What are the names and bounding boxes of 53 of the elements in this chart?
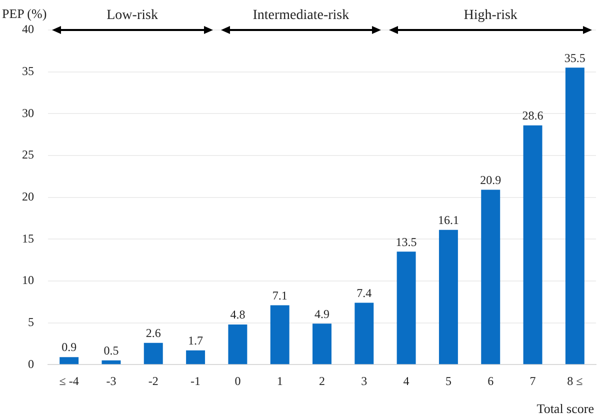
x-tick-label: 2 bbox=[319, 374, 325, 388]
y-tick-label: 40 bbox=[22, 22, 34, 36]
x-tick-label: 5 bbox=[445, 374, 452, 388]
text: High-risk bbox=[464, 8, 518, 24]
y-tick-label: 35 bbox=[22, 64, 34, 78]
bar bbox=[438, 230, 458, 364]
data-label: 0.5 bbox=[104, 344, 119, 358]
y-tick-label: 30 bbox=[22, 106, 34, 120]
data-label: 20.9 bbox=[480, 172, 502, 187]
x-axis-title: Total score bbox=[536, 401, 594, 417]
bar bbox=[228, 324, 248, 364]
y-tick-label: 25 bbox=[22, 148, 34, 162]
x-tick-label: 4 bbox=[403, 374, 410, 388]
x-tick-label: 0 bbox=[234, 374, 241, 388]
x-tick-label: 6 bbox=[488, 374, 494, 388]
data-label: 2.6 bbox=[146, 326, 161, 340]
bar bbox=[270, 305, 290, 364]
x-tick-label: -1 bbox=[190, 374, 201, 388]
data-label: 16.1 bbox=[438, 213, 459, 228]
y-tick-label: 10 bbox=[22, 273, 34, 288]
x-tick-label: 3 bbox=[361, 374, 368, 388]
bar bbox=[312, 324, 332, 364]
bar bbox=[186, 350, 206, 364]
x-tick-label: 7 bbox=[530, 374, 536, 388]
data-label: 7.1 bbox=[272, 288, 288, 302]
x-tick-label: 8 ≤ bbox=[567, 374, 584, 388]
data-label: 28.6 bbox=[522, 108, 544, 123]
data-label: 35.5 bbox=[564, 50, 586, 65]
x-tick-label: ≤ -4 bbox=[59, 374, 79, 388]
y-tick-label: 15 bbox=[22, 231, 34, 246]
text: Low-risk bbox=[106, 8, 158, 24]
bar bbox=[565, 68, 584, 364]
x-tick-label: -2 bbox=[148, 374, 158, 388]
text: Intermediate-risk bbox=[252, 8, 350, 24]
bar bbox=[102, 360, 121, 364]
data-label: 7.4 bbox=[356, 286, 372, 300]
bar bbox=[523, 125, 542, 364]
bar bbox=[481, 190, 500, 364]
y-tick-label: 0 bbox=[28, 356, 34, 371]
y-axis-title: PEP (%) bbox=[2, 6, 47, 22]
data-label: 13.5 bbox=[396, 234, 417, 249]
y-tick-label: 20 bbox=[22, 189, 34, 204]
bar bbox=[396, 252, 416, 364]
x-tick-label: -3 bbox=[106, 374, 116, 388]
bar bbox=[144, 342, 163, 364]
bar bbox=[60, 357, 79, 364]
x-tick-label: 1 bbox=[276, 374, 283, 388]
bar bbox=[354, 302, 374, 364]
y-tick-label: 5 bbox=[28, 314, 34, 329]
data-label: 1.7 bbox=[188, 334, 204, 348]
data-label: 4.9 bbox=[314, 306, 330, 321]
data-label: 0.9 bbox=[62, 340, 77, 354]
data-label: 4.8 bbox=[230, 308, 246, 322]
